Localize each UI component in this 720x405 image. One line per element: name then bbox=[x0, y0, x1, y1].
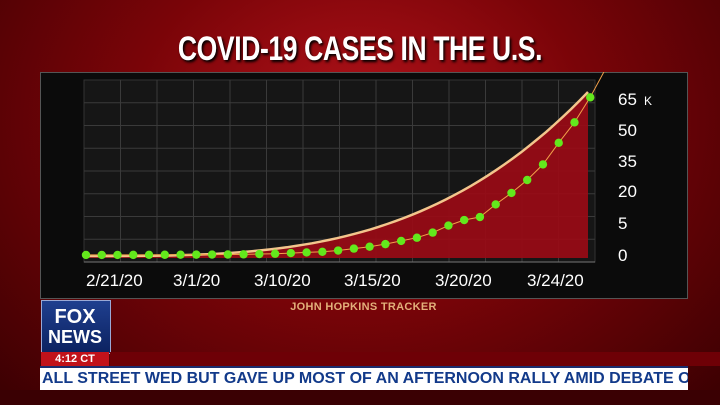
clock: 4:12 CT bbox=[41, 352, 109, 366]
data-point bbox=[144, 250, 154, 260]
data-point bbox=[286, 248, 296, 258]
trend-curve bbox=[86, 91, 589, 258]
y-axis: 0 5 20 35 50 65 K bbox=[618, 90, 652, 265]
data-point bbox=[554, 138, 563, 148]
y-tick-label: 20 bbox=[618, 182, 637, 201]
data-points bbox=[81, 72, 608, 260]
data-point bbox=[255, 249, 264, 259]
data-point bbox=[176, 250, 185, 259]
logo-fox-text: FOX bbox=[54, 306, 96, 328]
data-point bbox=[381, 239, 390, 249]
data-point bbox=[475, 212, 485, 222]
data-point bbox=[428, 228, 437, 237]
data-point bbox=[270, 249, 280, 258]
y-tick-label: 0 bbox=[618, 246, 627, 265]
data-point bbox=[207, 250, 217, 259]
data-point bbox=[239, 250, 248, 259]
data-point bbox=[491, 200, 500, 209]
news-ticker: ALL STREET WED BUT GAVE UP MOST OF AN AF… bbox=[40, 366, 688, 392]
data-point bbox=[160, 250, 169, 259]
x-tick-label: 3/20/20 bbox=[435, 271, 492, 290]
y-unit-label: K bbox=[644, 94, 652, 108]
data-point bbox=[302, 248, 311, 257]
y-tick-label: 50 bbox=[618, 121, 637, 140]
x-tick-label: 3/15/20 bbox=[344, 271, 401, 290]
series-line bbox=[86, 72, 605, 256]
x-axis: 2/21/20 3/1/20 3/10/20 3/15/20 3/20/20 3/24/2… bbox=[86, 271, 584, 290]
data-point bbox=[412, 233, 422, 242]
chart: 0 5 20 35 50 65 K 2/21/20 3/1/20 3/10/20 3/15/20 3… bbox=[81, 72, 652, 290]
data-point bbox=[459, 215, 469, 225]
x-tick-label: 3/1/20 bbox=[173, 271, 220, 290]
data-point bbox=[113, 250, 122, 260]
y-tick-label: 65 bbox=[618, 90, 637, 109]
source-label: JOHN HOPKINS TRACKER bbox=[290, 301, 437, 313]
bottom-strip bbox=[0, 390, 720, 405]
data-point bbox=[318, 247, 327, 256]
logo-news-text: NEWS bbox=[48, 327, 102, 347]
data-point bbox=[507, 188, 516, 198]
x-tick-label: 3/10/20 bbox=[254, 271, 311, 290]
ticker-text: ALL STREET WED BUT GAVE UP MOST OF AN AF… bbox=[42, 370, 688, 387]
lower-third-bar bbox=[110, 352, 720, 366]
data-point bbox=[97, 250, 106, 260]
data-point bbox=[333, 246, 343, 255]
data-point bbox=[523, 175, 532, 185]
data-point bbox=[586, 93, 595, 102]
data-point bbox=[396, 236, 406, 246]
fox-news-logo: FOX NEWS 4:12 CT bbox=[41, 300, 111, 366]
data-point bbox=[349, 244, 359, 253]
data-point bbox=[223, 250, 233, 259]
data-point bbox=[129, 250, 138, 260]
x-tick-label: 2/21/20 bbox=[86, 271, 143, 290]
y-tick-label: 35 bbox=[618, 152, 637, 171]
x-tick-label: 3/24/20 bbox=[527, 271, 584, 290]
data-point bbox=[444, 221, 453, 230]
data-point bbox=[570, 118, 579, 127]
chart-title: COVID-19 CASES IN THE U.S. bbox=[177, 30, 543, 68]
logo-box bbox=[41, 300, 111, 354]
data-point bbox=[81, 250, 91, 260]
data-point bbox=[192, 250, 201, 259]
data-point bbox=[365, 242, 374, 251]
y-tick-label: 5 bbox=[618, 214, 627, 233]
data-point bbox=[538, 160, 548, 169]
